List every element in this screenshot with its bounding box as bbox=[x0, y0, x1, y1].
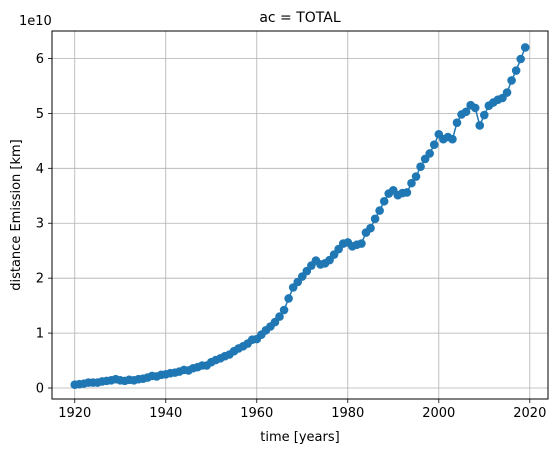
data-point bbox=[479, 110, 489, 120]
data-point bbox=[425, 149, 434, 158]
x-tick-label: 2020 bbox=[513, 406, 546, 421]
data-point bbox=[452, 118, 462, 128]
x-tick-label: 1920 bbox=[58, 406, 91, 421]
data-point bbox=[411, 172, 421, 181]
data-point bbox=[507, 76, 516, 85]
plot-frame bbox=[51, 30, 549, 400]
data-point bbox=[448, 134, 457, 144]
series-group bbox=[70, 43, 530, 390]
x-tick-label: 1940 bbox=[149, 406, 182, 421]
x-tick-label: 1980 bbox=[331, 406, 364, 421]
grid bbox=[52, 31, 548, 399]
data-point bbox=[475, 121, 485, 130]
data-point bbox=[502, 88, 512, 97]
y-tick-label: 4 bbox=[36, 162, 44, 177]
data-point bbox=[366, 223, 375, 233]
data-point bbox=[379, 196, 389, 206]
data-point bbox=[416, 162, 425, 171]
x-axis-ticks: 1920 1940 1960 1980 2000 2020 bbox=[58, 399, 546, 421]
data-point bbox=[429, 140, 439, 149]
data-point bbox=[275, 312, 284, 321]
data-point bbox=[520, 43, 530, 52]
data-point bbox=[284, 294, 293, 303]
data-point bbox=[279, 305, 289, 315]
data-point bbox=[402, 188, 412, 197]
y-tick-label: 2 bbox=[36, 272, 44, 287]
data-point bbox=[461, 107, 471, 117]
data-point bbox=[470, 103, 480, 113]
data-point bbox=[511, 66, 521, 75]
data-point bbox=[370, 214, 380, 224]
y-tick-label: 1 bbox=[36, 327, 44, 342]
chart-title: ac = TOTAL bbox=[259, 10, 341, 26]
data-point bbox=[357, 239, 366, 248]
y-axis-ticks: 0 1 2 3 4 5 6 bbox=[36, 52, 52, 397]
y-axis-label: distance Emission [km] bbox=[9, 139, 24, 291]
y-tick-label: 6 bbox=[36, 52, 44, 67]
y-tick-label: 0 bbox=[36, 382, 44, 397]
data-point bbox=[375, 206, 384, 215]
data-point bbox=[407, 178, 416, 188]
x-tick-label: 2000 bbox=[422, 406, 455, 421]
y-offset-label: 1e10 bbox=[19, 14, 52, 29]
data-point bbox=[516, 54, 525, 64]
x-axis-label: time [years] bbox=[260, 430, 339, 445]
y-tick-label: 5 bbox=[36, 107, 44, 122]
y-tick-label: 3 bbox=[36, 217, 44, 232]
x-tick-label: 1960 bbox=[240, 406, 273, 421]
